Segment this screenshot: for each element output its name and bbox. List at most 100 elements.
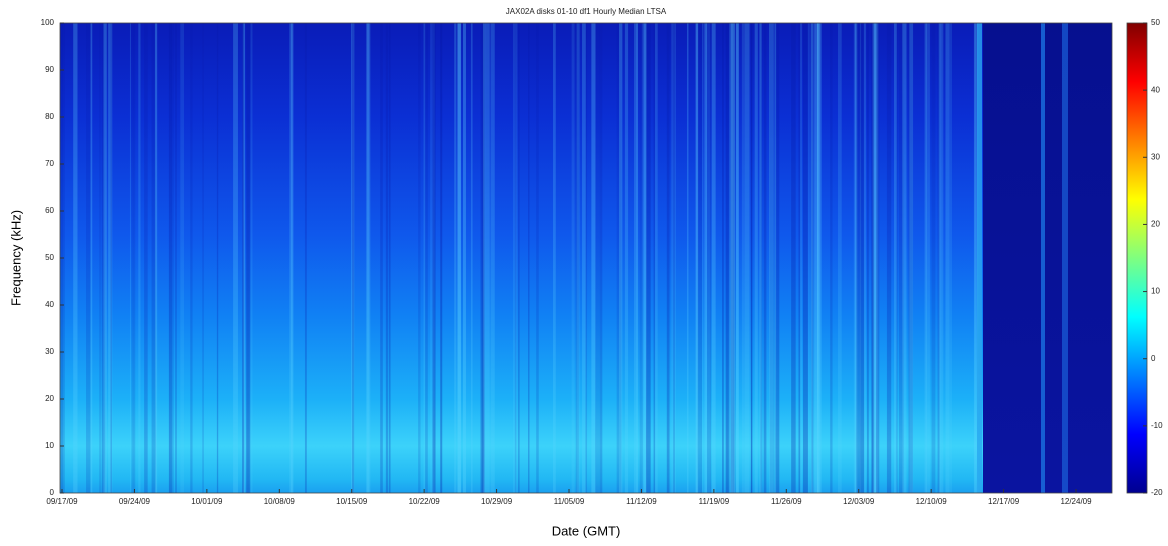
streak	[726, 23, 731, 493]
streak	[457, 23, 461, 493]
streak	[216, 23, 219, 493]
streak	[180, 23, 185, 493]
streak	[736, 23, 740, 493]
streak	[730, 23, 736, 493]
streak	[798, 23, 801, 493]
x-tick-label: 10/15/09	[336, 497, 368, 506]
streak	[807, 23, 810, 493]
streak	[485, 23, 490, 493]
streak	[876, 23, 880, 493]
streak	[938, 23, 940, 493]
streak	[830, 23, 833, 493]
streak	[774, 23, 777, 493]
streak	[576, 23, 580, 493]
streak	[977, 23, 982, 493]
streak	[1062, 23, 1068, 493]
streak	[290, 23, 293, 493]
streak	[871, 23, 874, 493]
x-tick-label: 11/19/09	[699, 497, 730, 506]
streak	[817, 23, 822, 493]
streak	[528, 23, 530, 493]
streak	[351, 23, 355, 493]
streak	[893, 23, 897, 493]
streak	[759, 23, 762, 493]
streak	[440, 23, 442, 493]
x-tick-label: 10/08/09	[264, 497, 296, 506]
streak	[645, 23, 651, 493]
streak	[571, 23, 575, 493]
streak	[763, 23, 767, 493]
streak	[246, 23, 251, 493]
y-tick-label: 40	[45, 300, 54, 309]
streak	[639, 23, 643, 493]
streak	[741, 23, 745, 493]
streak	[791, 23, 796, 493]
streak	[242, 23, 245, 493]
streak	[924, 23, 927, 493]
streak	[671, 23, 676, 493]
streak	[512, 23, 518, 493]
streak	[423, 23, 426, 493]
x-tick-label: 10/01/09	[191, 497, 223, 506]
streak	[619, 23, 623, 493]
colorbar-tick-label: -10	[1151, 421, 1163, 430]
streak	[945, 23, 950, 493]
x-tick-label: 12/03/09	[843, 497, 875, 506]
streak	[666, 23, 670, 493]
x-axis-label: Date (GMT)	[552, 523, 621, 538]
streak	[751, 23, 753, 493]
streak	[242, 23, 245, 493]
streak	[168, 23, 172, 493]
streak	[433, 23, 436, 493]
streak	[454, 23, 457, 493]
streak	[553, 23, 556, 493]
x-tick-label: 09/24/09	[119, 497, 151, 506]
streak	[440, 23, 443, 493]
colorbar-tick-label: 40	[1151, 85, 1160, 94]
streak	[931, 23, 936, 493]
x-tick-label: 10/29/09	[481, 497, 513, 506]
y-tick-label: 90	[45, 65, 54, 74]
x-tick-label: 10/22/09	[409, 497, 441, 506]
streak	[886, 23, 892, 493]
streak	[154, 23, 158, 493]
x-tick-label: 12/24/09	[1060, 497, 1092, 506]
streak	[1041, 23, 1045, 493]
colorbar-tick-label: 50	[1151, 18, 1160, 27]
streak	[624, 23, 629, 493]
streak	[90, 23, 93, 493]
streak	[480, 23, 484, 493]
streak	[86, 23, 91, 493]
streak	[871, 23, 875, 493]
streak	[769, 23, 775, 493]
streak	[853, 23, 858, 493]
streak	[908, 23, 913, 493]
streak	[707, 23, 712, 493]
streak	[250, 23, 253, 493]
y-tick-label: 50	[45, 253, 54, 262]
streak	[860, 23, 865, 493]
x-tick-label: 11/05/09	[554, 497, 585, 506]
streak	[641, 23, 647, 493]
streak	[706, 23, 711, 493]
colorbar-tick-label: 0	[1151, 354, 1156, 363]
streaks	[60, 23, 979, 493]
x-tick-label: 12/17/09	[988, 497, 1020, 506]
y-tick-label: 0	[50, 488, 55, 497]
y-tick-label: 10	[45, 441, 54, 450]
colorbar-tick-label: 20	[1151, 220, 1160, 229]
streak	[599, 23, 603, 493]
y-tick-label: 80	[45, 112, 54, 121]
streak	[202, 23, 204, 493]
y-tick-label: 60	[45, 206, 54, 215]
streak	[873, 23, 879, 493]
streak	[425, 23, 428, 493]
streak	[760, 23, 763, 493]
streak	[470, 23, 473, 493]
streak	[289, 23, 294, 493]
streak	[108, 23, 113, 493]
streak	[380, 23, 383, 493]
streak	[190, 23, 193, 493]
spectrogram	[60, 23, 1112, 493]
colorbar-tick-label: 30	[1151, 152, 1160, 161]
